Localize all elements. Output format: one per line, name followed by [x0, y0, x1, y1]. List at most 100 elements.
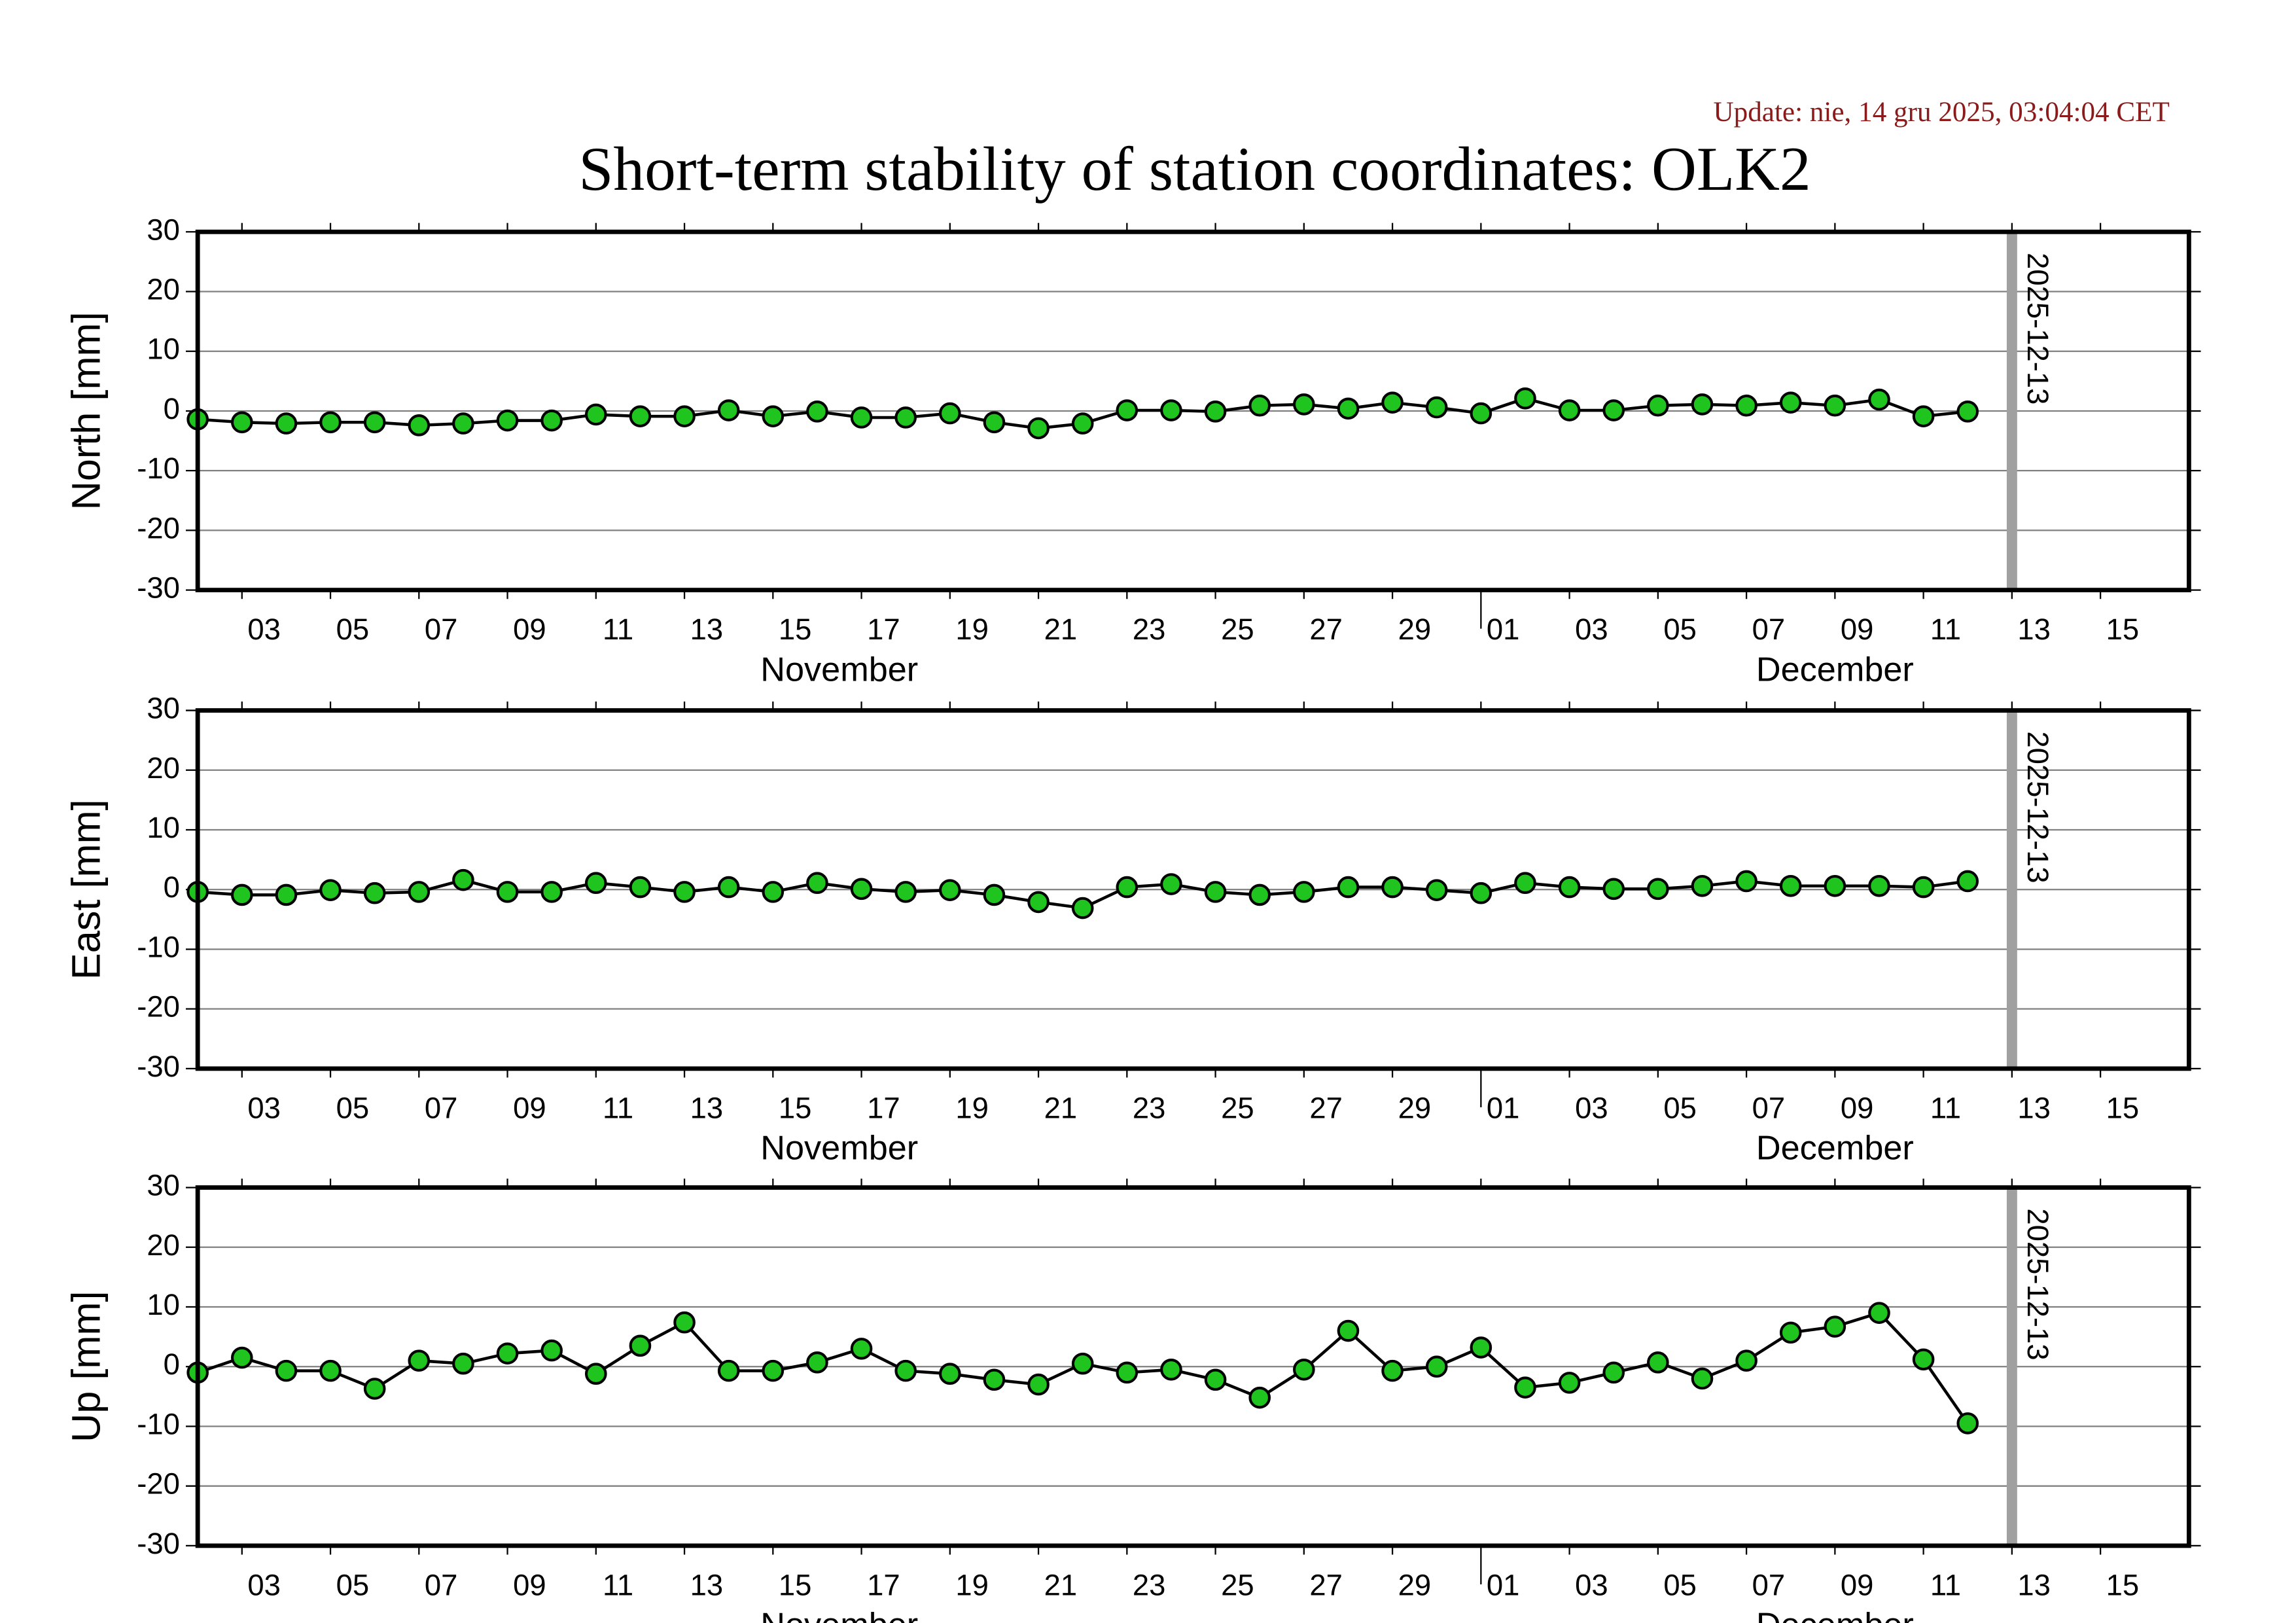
data-point: [1116, 1361, 1139, 1384]
data-point: [983, 883, 1006, 906]
data-point: [762, 405, 785, 427]
data-point: [1293, 393, 1315, 416]
x-tick-label: 09: [513, 1568, 546, 1601]
data-point: [319, 1359, 342, 1382]
x-tick-label: 05: [336, 1568, 370, 1601]
x-tick-label: 19: [955, 1091, 989, 1124]
data-point: [1248, 1386, 1271, 1409]
y-tick-label: 10: [147, 811, 180, 844]
x-tick-label: 03: [1575, 1091, 1608, 1124]
x-tick-label: 15: [779, 1568, 812, 1601]
data-point: [1956, 401, 1979, 423]
data-point: [1204, 881, 1227, 903]
data-point: [1602, 399, 1625, 421]
data-point: [1248, 394, 1271, 417]
data-point: [1514, 872, 1536, 895]
y-tick-label: -10: [137, 930, 180, 963]
data-point: [629, 1334, 652, 1357]
month-label: November: [760, 1607, 918, 1623]
x-tick-label: 07: [425, 1091, 458, 1124]
data-point: [1204, 401, 1227, 423]
y-tick-label: -10: [137, 1407, 180, 1440]
data-point: [584, 872, 607, 895]
y-axis-label: East [mm]: [63, 799, 109, 980]
data-point: [629, 405, 652, 427]
data-point: [1602, 878, 1625, 901]
x-tick-label: 21: [1044, 1091, 1078, 1124]
data-point: [1204, 1368, 1227, 1391]
data-point: [275, 412, 298, 435]
y-tick-label: -20: [137, 990, 180, 1024]
x-tick-label: 07: [1752, 1091, 1786, 1124]
data-point: [540, 881, 563, 903]
x-tick-label: 03: [247, 613, 281, 646]
month-label: December: [1756, 1130, 1914, 1168]
data-point: [1824, 1315, 1846, 1338]
data-point: [1956, 870, 1979, 893]
y-axis-label: North [mm]: [63, 312, 109, 510]
data-point: [762, 1359, 785, 1382]
x-tick-label: 09: [513, 1091, 546, 1124]
x-tick-label: 13: [690, 1568, 724, 1601]
y-tick-label: 20: [147, 751, 180, 785]
x-tick-label: 11: [603, 613, 633, 646]
data-point: [1558, 1372, 1581, 1394]
x-tick-label: 09: [1841, 613, 1874, 646]
data-point: [806, 1351, 828, 1374]
data-point: [717, 1359, 740, 1382]
x-tick-label: 13: [690, 1091, 724, 1124]
x-tick-label: 21: [1044, 613, 1078, 646]
data-point: [275, 883, 298, 906]
x-tick-label: 27: [1309, 1568, 1343, 1601]
update-note: Update: nie, 14 gru 2025, 03:04:04 CET: [1713, 97, 2169, 128]
data-point: [1647, 1351, 1669, 1374]
y-tick-label: -20: [137, 1467, 180, 1501]
x-tick-label: 17: [867, 1091, 900, 1124]
data-point: [1912, 876, 1935, 899]
plot-frame: [195, 229, 2191, 593]
x-tick-label: 03: [1575, 613, 1608, 646]
data-point: [673, 405, 696, 427]
x-tick-label: 29: [1398, 1568, 1432, 1601]
data-point: [1160, 1358, 1182, 1381]
x-tick-label: 27: [1309, 1091, 1343, 1124]
x-tick-label: 05: [336, 613, 370, 646]
x-tick-label: 03: [247, 1568, 281, 1601]
data-point: [1425, 879, 1448, 901]
x-tick-label: 13: [2017, 613, 2051, 646]
data-point: [408, 881, 431, 903]
x-tick-label: 15: [779, 1091, 812, 1124]
data-point: [319, 879, 342, 901]
data-point: [939, 402, 961, 425]
data-point: [584, 1363, 607, 1385]
data-point: [1824, 394, 1846, 417]
y-tick-label: 20: [147, 273, 180, 306]
data-point: [230, 883, 253, 906]
data-point: [1602, 1361, 1625, 1384]
y-tick-label: 30: [147, 692, 180, 725]
month-label: December: [1756, 651, 1914, 688]
data-point: [673, 1311, 696, 1334]
x-tick-label: 19: [955, 613, 989, 646]
y-tick-label: -10: [137, 452, 180, 485]
data-point: [1071, 412, 1094, 435]
x-tick-label: 09: [1841, 1568, 1874, 1601]
x-tick-label: 11: [603, 1568, 633, 1601]
data-point: [1647, 878, 1669, 901]
x-tick-label: 27: [1309, 613, 1343, 646]
data-point: [1293, 881, 1315, 903]
data-point: [452, 1352, 474, 1375]
x-tick-label: 15: [2106, 1091, 2140, 1124]
data-point: [230, 1346, 253, 1369]
y-tick-label: 30: [147, 213, 180, 246]
data-point: [629, 876, 652, 899]
x-tick-label: 05: [1663, 1091, 1697, 1124]
x-tick-label: 01: [1487, 1568, 1520, 1601]
x-tick-label: 13: [2017, 1091, 2051, 1124]
data-point: [1558, 399, 1581, 421]
data-point: [1248, 883, 1271, 906]
data-point: [1425, 1355, 1448, 1378]
x-tick-label: 07: [425, 1568, 458, 1601]
plot-frame: [195, 708, 2191, 1071]
